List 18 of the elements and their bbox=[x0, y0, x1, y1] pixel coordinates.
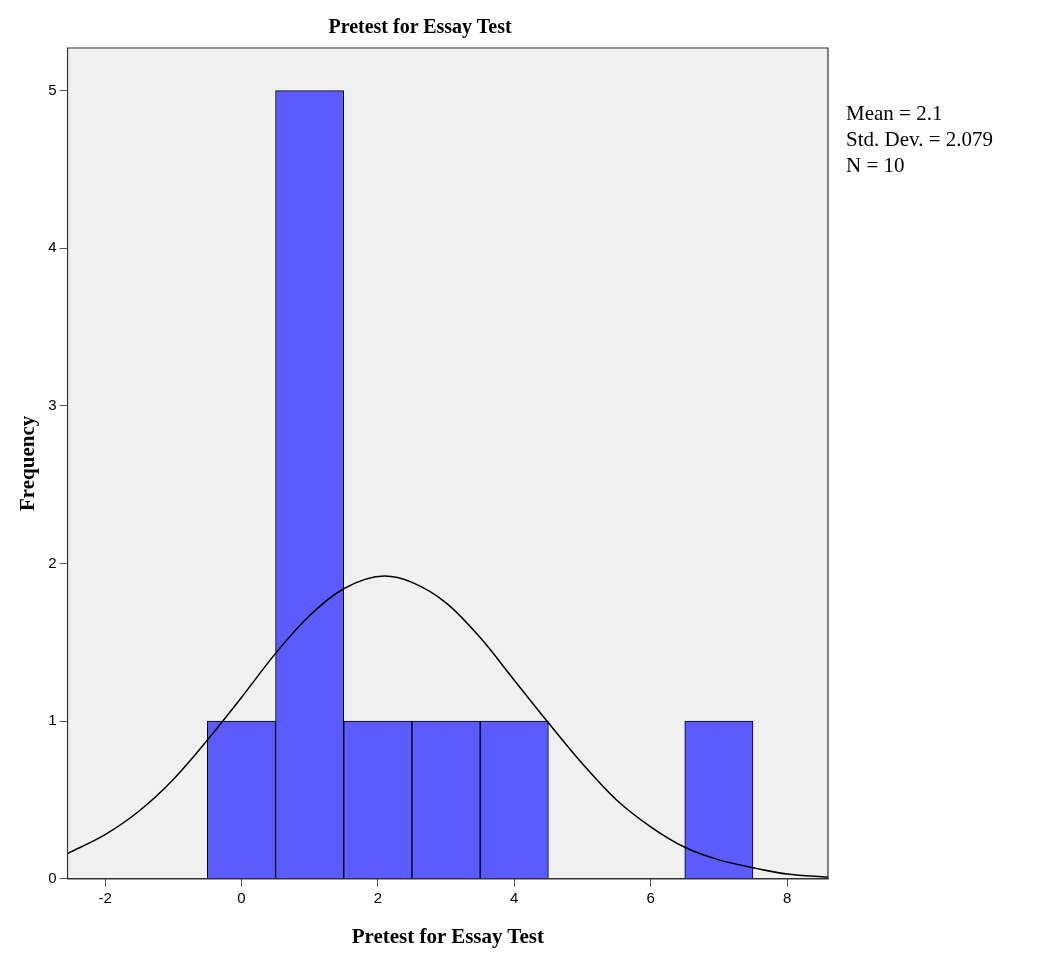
x-tick-label: 6 bbox=[646, 888, 655, 906]
y-tick-label: 1 bbox=[48, 711, 57, 729]
y-tick-label: 0 bbox=[48, 868, 57, 886]
y-tick-label: 2 bbox=[48, 553, 57, 571]
chart-title: Pretest for Essay Test bbox=[328, 15, 512, 39]
x-tick-label: 4 bbox=[510, 888, 519, 906]
text: N = 10 bbox=[846, 152, 906, 178]
x-tick-label: 2 bbox=[373, 888, 383, 906]
x-axis-title: Pretest for Essay Test bbox=[351, 923, 544, 948]
text: Std. Dev. = 2.079 bbox=[846, 126, 993, 152]
x-tick-label: -2 bbox=[98, 888, 112, 906]
y-tick-label: 4 bbox=[48, 238, 57, 256]
y-tick-label: 3 bbox=[48, 396, 57, 413]
x-tick-label: 8 bbox=[782, 888, 792, 906]
text: Mean = 2.1 bbox=[846, 100, 944, 126]
x-tick-label: 0 bbox=[237, 888, 246, 906]
y-tick-label: 5 bbox=[48, 80, 57, 98]
y-axis-title: Frequency bbox=[15, 415, 40, 512]
